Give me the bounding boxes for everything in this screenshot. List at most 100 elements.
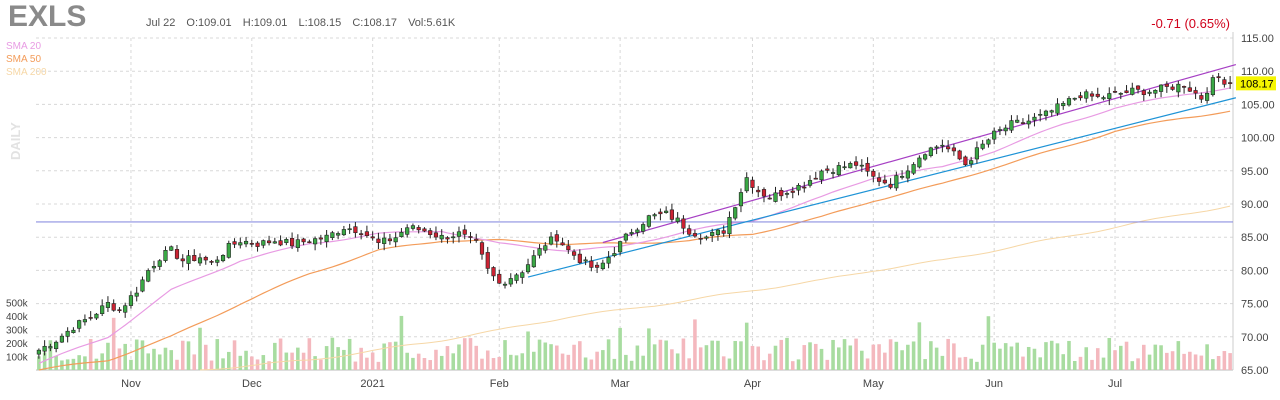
candle-body: [324, 234, 329, 242]
candle-body: [485, 252, 490, 269]
volume-bar: [1032, 348, 1037, 370]
candle-body: [612, 253, 617, 256]
volume-bar: [952, 343, 956, 370]
candle-body: [796, 185, 801, 191]
volume-bar: [543, 342, 548, 370]
candle-body: [94, 313, 99, 319]
legend-sma20[interactable]: SMA 20: [6, 41, 42, 52]
candle-body: [957, 150, 962, 160]
candle-body: [761, 189, 767, 197]
candle-body: [554, 234, 559, 242]
x-tick-label: 2021: [360, 378, 384, 390]
volume-bar: [860, 350, 864, 370]
candle-body: [100, 305, 105, 315]
volume-bar: [750, 345, 755, 370]
y-tick-label: 80.00: [1241, 265, 1269, 277]
candle-body: [456, 231, 462, 237]
candle-body: [951, 147, 956, 152]
volume-bar: [111, 317, 116, 370]
candle-body: [1049, 110, 1054, 113]
candle-body: [819, 170, 824, 181]
candle-body: [641, 224, 646, 232]
candle-body: [497, 273, 502, 284]
candle-body: [376, 238, 381, 243]
volume-bar: [883, 352, 887, 370]
volume-bar: [957, 357, 962, 370]
candle-body: [531, 255, 536, 268]
candle-body: [986, 139, 991, 145]
candle-body: [1124, 90, 1129, 93]
candle-body: [157, 260, 162, 267]
candle-body: [88, 317, 93, 319]
volume-bar: [1222, 351, 1227, 370]
candle-body: [704, 236, 709, 239]
candle-body: [422, 228, 427, 232]
candle-body: [508, 278, 513, 285]
candle-body: [462, 229, 467, 235]
candle-body: [151, 266, 157, 269]
candle-body: [468, 236, 473, 238]
candle-body: [238, 242, 243, 246]
candle-body: [871, 170, 876, 177]
candle-body: [451, 236, 456, 239]
volume-bar: [911, 341, 916, 370]
candle-body: [1135, 85, 1141, 90]
volume-bar: [1107, 337, 1112, 370]
candle-body: [790, 190, 795, 193]
volume-bar: [1142, 344, 1146, 370]
volume-bar: [1205, 344, 1209, 370]
sma200-line: [199, 205, 1231, 371]
candle-body: [514, 274, 519, 281]
volume-bar: [1147, 354, 1152, 370]
candle-body: [629, 232, 634, 235]
volume-bar: [894, 341, 899, 370]
volume-bar: [767, 353, 772, 370]
candle-body: [520, 272, 525, 278]
candle-body: [992, 130, 997, 140]
candle-body: [180, 258, 185, 262]
volume-bar: [1170, 351, 1175, 370]
volume-bar: [618, 327, 622, 370]
volume-bar: [157, 354, 162, 370]
candle-body: [669, 209, 674, 220]
volume-bar: [934, 347, 939, 370]
volume-bar: [969, 358, 973, 370]
volume-bar: [186, 341, 191, 370]
candle-body: [272, 241, 277, 244]
volume-bar: [1072, 361, 1077, 370]
volume-bar: [451, 353, 456, 370]
candle-body: [111, 303, 116, 311]
candle-body: [882, 179, 887, 184]
candle-body: [405, 227, 410, 235]
x-tick-label: Jul: [1108, 378, 1122, 390]
candle-body: [266, 240, 272, 244]
volume-bar: [1026, 346, 1031, 370]
volume-bar: [382, 343, 386, 370]
volume-bar: [975, 361, 979, 370]
candle-body: [940, 144, 945, 147]
candle-body: [215, 259, 220, 263]
volume-bar: [491, 358, 496, 370]
volume-bar: [647, 328, 651, 370]
volume-bar: [566, 354, 571, 370]
volume-bar: [727, 358, 732, 370]
candle-body: [1130, 87, 1135, 95]
legend-sma50[interactable]: SMA 50: [6, 54, 42, 65]
volume-bar: [152, 348, 156, 370]
candle-body: [336, 233, 341, 236]
candle-body: [1158, 84, 1164, 92]
candle-body: [54, 341, 59, 350]
volume-bar: [497, 356, 502, 370]
candle-body: [393, 237, 398, 243]
volume-bar: [560, 353, 565, 370]
volume-bar: [393, 341, 398, 370]
candle-body: [825, 168, 830, 171]
volume-bar: [1188, 351, 1192, 370]
candle-body: [807, 180, 813, 186]
volume-bar: [1130, 361, 1135, 370]
legend-sma200[interactable]: SMA 200: [6, 67, 47, 78]
candle-body: [894, 175, 899, 189]
volume-bar: [1061, 354, 1066, 370]
volume-bar: [77, 355, 81, 370]
